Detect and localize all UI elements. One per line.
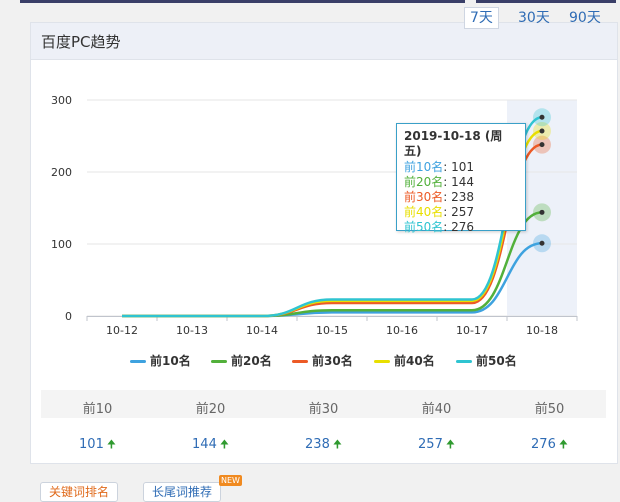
tooltip-row-top10: 前10名: 101 — [404, 160, 475, 174]
series-line-1 — [122, 242, 543, 318]
stat-header-top40: 前40 — [421, 402, 452, 417]
stat-number[interactable]: 276 — [531, 437, 556, 452]
legend-item-top30[interactable]: 前30名 — [292, 352, 353, 368]
data-point-1 — [539, 240, 545, 246]
stat-number[interactable]: 101 — [79, 437, 104, 452]
x-tick-label: 10-12 — [106, 324, 138, 337]
tooltip-label: 前50名 — [404, 220, 444, 234]
legend-item-top50[interactable]: 前50名 — [456, 352, 517, 368]
stat-value-top40: 257 🠉 — [380, 436, 493, 455]
tooltip-label: 前40名 — [404, 205, 444, 219]
legend-label: 前10名 — [150, 354, 191, 368]
stat-number[interactable]: 257 — [418, 437, 443, 452]
up-arrow-icon: 🠉 — [106, 438, 116, 451]
legend-swatch — [130, 360, 146, 363]
tab-longtail-recommend[interactable]: 长尾词推荐 — [143, 482, 222, 502]
legend-swatch — [211, 360, 227, 363]
y-tick-label: 100 — [51, 238, 72, 251]
y-tick-label: 0 — [65, 310, 72, 323]
tooltip-value: 238 — [451, 190, 475, 204]
up-arrow-icon: 🠉 — [332, 438, 342, 451]
stat-header-top30: 前30 — [308, 402, 339, 417]
tooltip-row-top50: 前50名: 276 — [404, 220, 475, 234]
up-arrow-icon: 🠉 — [219, 438, 229, 451]
legend-item-top40[interactable]: 前40名 — [374, 352, 435, 368]
stat-header-top50: 前50 — [534, 402, 565, 417]
tab-keyword-ranking[interactable]: 关键词排名 — [40, 482, 119, 502]
card-header: 百度PC趋势 — [31, 23, 617, 60]
stat-header-top20: 前20 — [195, 402, 226, 417]
tooltip-value: 276 — [451, 220, 475, 234]
range-30d-tab[interactable]: 30天 — [518, 10, 550, 26]
stat-value-top50: 276 🠉 — [493, 436, 606, 455]
legend-swatch — [292, 360, 308, 363]
y-tick-label: 300 — [51, 94, 72, 107]
tooltip-label: 前10名 — [404, 160, 444, 174]
tooltip-date: 2019-10-18 (周五) — [404, 129, 503, 158]
range-90d-tab[interactable]: 90天 — [569, 10, 601, 26]
data-point-4 — [539, 128, 545, 134]
stat-value-top30: 238 🠉 — [267, 436, 380, 455]
data-point-2 — [539, 209, 545, 215]
tooltip-label: 前30名 — [404, 190, 444, 204]
stat-header-top10: 前10 — [82, 402, 113, 417]
tooltip-row-top30: 前30名: 238 — [404, 190, 475, 204]
x-tick-label: 10-14 — [246, 324, 278, 337]
tooltip-value: 101 — [451, 160, 475, 174]
stat-number[interactable]: 238 — [305, 437, 330, 452]
up-arrow-icon: 🠉 — [558, 438, 568, 451]
tooltip-row-top20: 前20名: 144 — [404, 175, 475, 189]
series-line-5 — [122, 116, 543, 318]
top-banner-left — [20, 0, 465, 3]
legend-label: 前50名 — [476, 354, 517, 368]
legend-label: 前20名 — [231, 354, 272, 368]
tooltip-value: 257 — [451, 205, 475, 219]
new-badge: NEW — [219, 475, 242, 486]
x-tick-label: 10-16 — [386, 324, 418, 337]
x-tick-label: 10-13 — [176, 324, 208, 337]
x-tick-label: 10-18 — [526, 324, 558, 337]
stats-header-bar — [41, 390, 606, 418]
tooltip-label: 前20名 — [404, 175, 444, 189]
chart-tooltip: 2019-10-18 (周五) 前10名: 101 前20名: 144 前30名… — [396, 123, 526, 234]
data-point-5 — [539, 114, 545, 120]
legend-item-top10[interactable]: 前10名 — [130, 352, 191, 368]
up-arrow-icon: 🠉 — [445, 438, 455, 451]
data-point-3 — [539, 142, 545, 148]
tooltip-value: 144 — [451, 175, 475, 189]
stat-value-top10: 101 🠉 — [41, 436, 154, 455]
y-tick-label: 200 — [51, 166, 72, 179]
legend-label: 前30名 — [312, 354, 353, 368]
card-title: 百度PC趋势 — [41, 33, 121, 51]
tooltip-row-top40: 前40名: 257 — [404, 205, 475, 219]
x-tick-label: 10-15 — [316, 324, 348, 337]
range-7d-tab[interactable]: 7天 — [464, 7, 499, 29]
x-tick-label: 10-17 — [456, 324, 488, 337]
legend-item-top20[interactable]: 前20名 — [211, 352, 272, 368]
legend-label: 前40名 — [394, 354, 435, 368]
stat-number[interactable]: 144 — [192, 437, 217, 452]
stat-value-top20: 144 🠉 — [154, 436, 267, 455]
top-banner-right — [476, 0, 616, 3]
legend-swatch — [374, 360, 390, 363]
legend-swatch — [456, 360, 472, 363]
top-strip — [0, 0, 620, 4]
